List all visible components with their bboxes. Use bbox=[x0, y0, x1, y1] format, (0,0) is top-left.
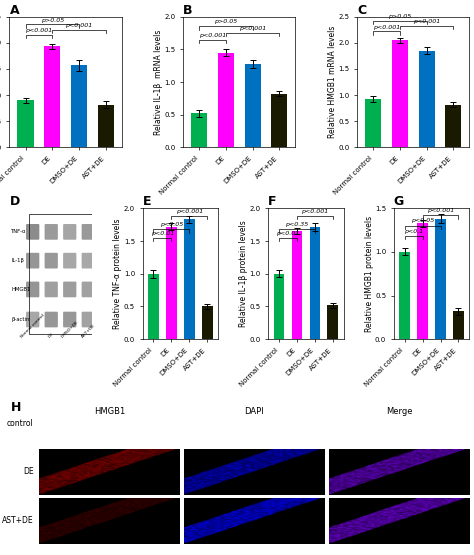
Bar bbox=[191, 113, 207, 148]
FancyBboxPatch shape bbox=[63, 281, 76, 297]
Text: p>0.05: p>0.05 bbox=[41, 18, 64, 23]
FancyBboxPatch shape bbox=[45, 281, 58, 297]
Bar bbox=[71, 65, 87, 148]
FancyBboxPatch shape bbox=[26, 253, 39, 269]
Text: AST+DE: AST+DE bbox=[2, 516, 34, 526]
FancyBboxPatch shape bbox=[82, 281, 95, 297]
Text: p<0.001: p<0.001 bbox=[239, 26, 266, 31]
Text: C: C bbox=[357, 4, 366, 17]
Text: β-actin: β-actin bbox=[11, 317, 29, 322]
Text: p<0.01: p<0.01 bbox=[276, 231, 300, 236]
Bar bbox=[18, 100, 34, 148]
Bar bbox=[435, 219, 446, 339]
Text: IL-1β: IL-1β bbox=[11, 258, 24, 263]
Bar bbox=[272, 94, 287, 148]
FancyBboxPatch shape bbox=[82, 224, 95, 240]
Text: Merge: Merge bbox=[386, 407, 412, 416]
Text: control: control bbox=[7, 418, 34, 427]
Text: p>0.05: p>0.05 bbox=[388, 14, 411, 19]
Text: Normal control: Normal control bbox=[20, 314, 46, 339]
FancyBboxPatch shape bbox=[26, 281, 39, 297]
Y-axis label: Relative IL-1β protein levels: Relative IL-1β protein levels bbox=[239, 220, 248, 327]
Bar bbox=[419, 51, 435, 148]
Text: p<0.001: p<0.001 bbox=[413, 19, 440, 24]
Y-axis label: Relative IL-1β  mRNA levels: Relative IL-1β mRNA levels bbox=[154, 29, 163, 135]
Bar bbox=[445, 104, 461, 148]
Text: p<0.35: p<0.35 bbox=[285, 223, 309, 228]
Bar bbox=[202, 306, 213, 339]
Text: p<0.001: p<0.001 bbox=[301, 209, 328, 214]
Y-axis label: Relative HMGB1 protein levels: Relative HMGB1 protein levels bbox=[365, 216, 374, 332]
Bar bbox=[98, 104, 114, 148]
FancyBboxPatch shape bbox=[63, 253, 76, 269]
Bar bbox=[365, 99, 381, 148]
FancyBboxPatch shape bbox=[82, 253, 95, 269]
Text: p<0.001: p<0.001 bbox=[176, 209, 203, 214]
FancyBboxPatch shape bbox=[26, 224, 39, 240]
Y-axis label: Relative TNF-α protein levels: Relative TNF-α protein levels bbox=[113, 219, 122, 329]
Text: p<0.05: p<0.05 bbox=[160, 223, 183, 228]
Bar bbox=[328, 305, 338, 339]
Text: p<0.001: p<0.001 bbox=[427, 208, 454, 213]
Text: E: E bbox=[143, 195, 151, 208]
Text: p>0.05: p>0.05 bbox=[214, 19, 237, 24]
FancyBboxPatch shape bbox=[45, 312, 58, 327]
FancyBboxPatch shape bbox=[63, 224, 76, 240]
Text: p<0.001: p<0.001 bbox=[199, 33, 226, 38]
Y-axis label: Relative HMGB1 mRNA levels: Relative HMGB1 mRNA levels bbox=[328, 26, 337, 138]
Bar bbox=[166, 226, 177, 339]
Text: DMSO+DE: DMSO+DE bbox=[60, 320, 79, 339]
Text: p<0.05: p<0.05 bbox=[411, 218, 434, 223]
Bar bbox=[417, 223, 428, 339]
Text: HMGB1: HMGB1 bbox=[11, 287, 30, 292]
Text: F: F bbox=[268, 195, 277, 208]
Text: p<0.001: p<0.001 bbox=[25, 28, 53, 33]
Text: G: G bbox=[394, 195, 404, 208]
Bar bbox=[292, 231, 302, 339]
Text: HMGB1: HMGB1 bbox=[94, 407, 125, 416]
Bar bbox=[148, 274, 159, 339]
Text: p<0.1: p<0.1 bbox=[404, 229, 423, 234]
FancyBboxPatch shape bbox=[45, 224, 58, 240]
Text: D: D bbox=[9, 195, 20, 208]
Text: p<0.01: p<0.01 bbox=[151, 231, 174, 236]
Text: p<0.001: p<0.001 bbox=[65, 23, 92, 28]
Text: TNF-α: TNF-α bbox=[11, 229, 27, 234]
Text: p<0.001: p<0.001 bbox=[373, 25, 400, 30]
Bar bbox=[310, 226, 320, 339]
Text: DE: DE bbox=[48, 332, 55, 339]
Bar bbox=[392, 40, 408, 148]
Text: B: B bbox=[183, 4, 193, 17]
Bar bbox=[273, 274, 284, 339]
Bar bbox=[44, 47, 60, 148]
Text: AST+DE: AST+DE bbox=[81, 324, 96, 339]
Bar bbox=[399, 252, 410, 339]
FancyBboxPatch shape bbox=[45, 253, 58, 269]
FancyBboxPatch shape bbox=[26, 312, 39, 327]
Bar bbox=[245, 64, 261, 148]
Text: DAPI: DAPI bbox=[245, 407, 264, 416]
Text: DE: DE bbox=[23, 467, 34, 476]
Text: A: A bbox=[9, 4, 19, 17]
Bar bbox=[218, 53, 234, 148]
Bar bbox=[453, 311, 464, 339]
Text: H: H bbox=[11, 401, 21, 414]
FancyBboxPatch shape bbox=[82, 312, 95, 327]
Bar bbox=[184, 219, 195, 339]
FancyBboxPatch shape bbox=[63, 312, 76, 327]
